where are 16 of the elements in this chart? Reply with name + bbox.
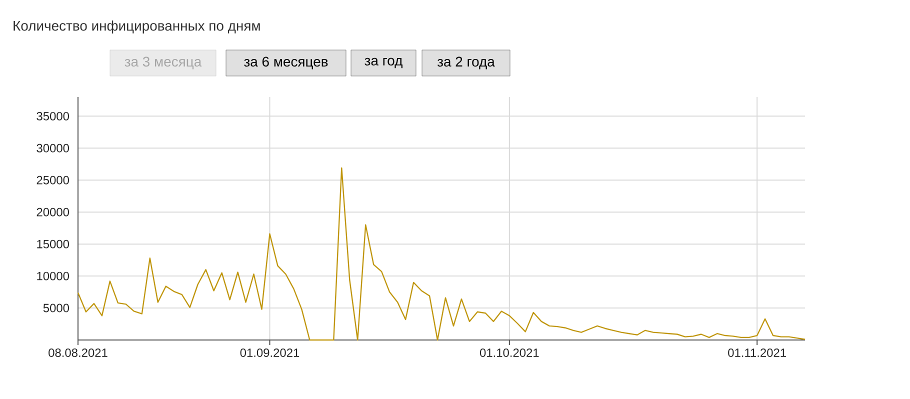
y-tick-label: 30000 [36,144,70,152]
x-tick-label: 01.10.2021 [480,348,539,357]
y-tick-label: 25000 [36,176,70,184]
text: за 3 месяца [124,56,202,70]
text: за год [364,58,402,68]
y-tick-label: 35000 [36,112,70,120]
y-tick-label: 20000 [36,208,70,216]
text: за 6 месяцев [244,56,328,70]
chart-title: Количество инфицированных по дням [14,20,260,34]
x-tick-label: 01.11.2021 [728,348,786,357]
y-tick-label: 10000 [37,272,70,280]
text: за 2 года [437,56,495,70]
y-tick-label: 15000 [37,240,70,248]
x-tick-label: 01.09.2021 [240,348,300,357]
x-tick-label: 08.08.2021 [48,348,108,357]
y-tick-label: 5000 [43,304,70,312]
